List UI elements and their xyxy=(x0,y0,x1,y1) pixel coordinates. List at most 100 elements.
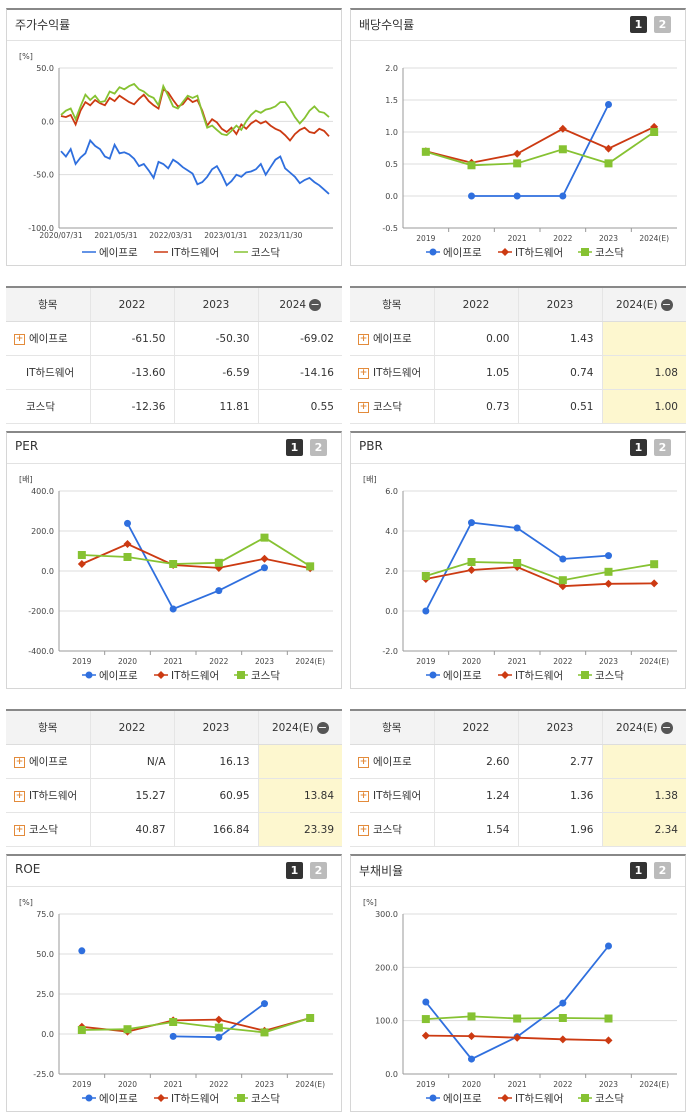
data-point xyxy=(467,566,476,574)
collapse-icon[interactable]: − xyxy=(660,720,673,734)
data-point xyxy=(77,560,86,568)
data-point xyxy=(467,558,476,566)
data-point xyxy=(558,582,567,591)
y-tick-label: -0.5 xyxy=(382,224,398,233)
roe-header: ROE 1 2 xyxy=(7,856,341,887)
data-point xyxy=(501,671,509,679)
page-2-button[interactable]: 2 xyxy=(654,439,671,456)
y-tick-label: -400.0 xyxy=(28,647,54,656)
col-header: 항목 xyxy=(350,286,434,322)
data-point xyxy=(468,519,475,527)
legend-label: 에이프로 xyxy=(443,1093,482,1105)
data-point xyxy=(581,671,589,679)
col-header: 2023 xyxy=(173,286,258,322)
cell: 0.55 xyxy=(257,389,342,424)
col-header: 항목 xyxy=(6,286,90,322)
data-point xyxy=(421,1015,430,1024)
table-row: + 코스닥 0.73 0.51 1.00 xyxy=(350,389,686,424)
legend-label: 코스닥 xyxy=(251,1093,280,1105)
x-tick-label: 2019 xyxy=(416,1080,435,1089)
x-tick-label: 2023 xyxy=(255,1080,274,1089)
data-point xyxy=(123,553,132,561)
series-line xyxy=(126,522,265,611)
row-label: 코스닥 xyxy=(6,389,90,424)
pbr-table: 항목 2022 2023 2024(E) − + 에이프로 2.60 2.77 + I… xyxy=(350,709,686,847)
expand-icon[interactable]: + xyxy=(358,401,369,413)
chart-title: 배당수익률 xyxy=(359,18,415,32)
legend-label: IT하드웨어 xyxy=(171,246,219,259)
expand-icon[interactable]: + xyxy=(358,824,369,836)
y-tick-label: -2.0 xyxy=(382,647,398,656)
collapse-icon[interactable]: − xyxy=(309,297,322,311)
cell xyxy=(257,744,342,779)
y-tick-label: 0.5 xyxy=(385,160,398,169)
page-1-button[interactable]: 1 xyxy=(630,862,647,879)
collapse-icon[interactable]: − xyxy=(316,720,329,734)
data-point xyxy=(501,1094,509,1102)
y-tick-label: 0.0 xyxy=(385,192,398,201)
cell xyxy=(601,744,686,779)
cell: -12.36 xyxy=(89,389,174,424)
expand-icon[interactable]: + xyxy=(358,756,369,768)
row-label-text: 코스닥 xyxy=(373,401,402,413)
per-table-panel: 항목 2022 2023 2024(E) − + 에이프로 N/A 16.13 + I… xyxy=(6,709,342,847)
data-point xyxy=(421,1031,430,1040)
table-row: + 에이프로 0.00 1.43 xyxy=(350,321,686,356)
x-tick-label: 2020 xyxy=(462,234,481,243)
x-tick-label: 2021/05/31 xyxy=(94,231,137,240)
legend-label: IT하드웨어 xyxy=(171,1092,219,1105)
legend-label: IT하드웨어 xyxy=(515,1092,563,1105)
page-2-button[interactable]: 2 xyxy=(654,862,671,879)
y-tick-label: 0.0 xyxy=(385,1070,398,1079)
col-header: 항목 xyxy=(350,709,434,745)
debt-ratio-panel: 부채비율 1 2 [%] 300.0 200.0 100.0 0.0 2019 2020 20… xyxy=(350,854,686,1112)
chart-title: 부채비율 xyxy=(359,864,404,878)
page-1-button[interactable]: 1 xyxy=(630,439,647,456)
data-point xyxy=(421,572,430,580)
y-tick-label: -25.0 xyxy=(33,1070,54,1079)
y-unit-label: [%] xyxy=(363,898,377,907)
row-label: + 코스닥 xyxy=(350,812,434,847)
y-unit-label: [%] xyxy=(19,52,33,61)
data-point xyxy=(558,1014,567,1022)
x-tick-label: 2021 xyxy=(508,234,527,243)
page-2-button[interactable]: 2 xyxy=(310,862,327,879)
row-label: + 코스닥 xyxy=(350,389,434,424)
expand-icon[interactable]: + xyxy=(14,824,25,836)
expand-icon[interactable]: + xyxy=(358,367,369,379)
data-point xyxy=(260,1028,269,1037)
expand-icon[interactable]: + xyxy=(14,333,25,345)
expand-icon[interactable]: + xyxy=(14,756,25,768)
data-point xyxy=(501,248,509,256)
page-1-button[interactable]: 1 xyxy=(286,862,303,879)
row-label-text: 코스닥 xyxy=(29,824,58,836)
data-point xyxy=(429,671,437,679)
cell: 1.43 xyxy=(517,321,602,356)
page-2-button[interactable]: 2 xyxy=(654,16,671,33)
y-tick-label: -100.0 xyxy=(28,224,54,233)
expand-icon[interactable]: + xyxy=(14,790,25,802)
row-label-text: IT하드웨어 xyxy=(373,367,422,379)
col-header: 2022 xyxy=(433,286,518,322)
col-header: 2023 xyxy=(517,709,602,745)
data-point xyxy=(422,998,430,1006)
data-point xyxy=(558,145,567,154)
col-header-label: 2024(E) xyxy=(615,298,658,311)
pbr-chart: [배] 6.0 4.0 2.0 0.0 -2.0 2019 2020 2021 2022 2023 2… xyxy=(363,475,677,682)
data-point xyxy=(237,671,245,679)
page-2-button[interactable]: 2 xyxy=(310,439,327,456)
data-point xyxy=(237,1094,245,1102)
collapse-icon[interactable]: − xyxy=(660,297,673,311)
cell xyxy=(601,321,686,356)
page-1-button[interactable]: 1 xyxy=(286,439,303,456)
data-point xyxy=(260,533,269,542)
data-point xyxy=(468,192,475,200)
expand-icon[interactable]: + xyxy=(358,333,369,345)
data-point xyxy=(123,540,132,548)
data-point xyxy=(85,671,93,679)
pbr-table-panel: 항목 2022 2023 2024(E) − + 에이프로 2.60 2.77 + I… xyxy=(350,709,686,847)
data-point xyxy=(604,1014,613,1023)
expand-icon[interactable]: + xyxy=(358,790,369,802)
cell: 0.00 xyxy=(433,321,518,356)
page-1-button[interactable]: 1 xyxy=(630,16,647,33)
